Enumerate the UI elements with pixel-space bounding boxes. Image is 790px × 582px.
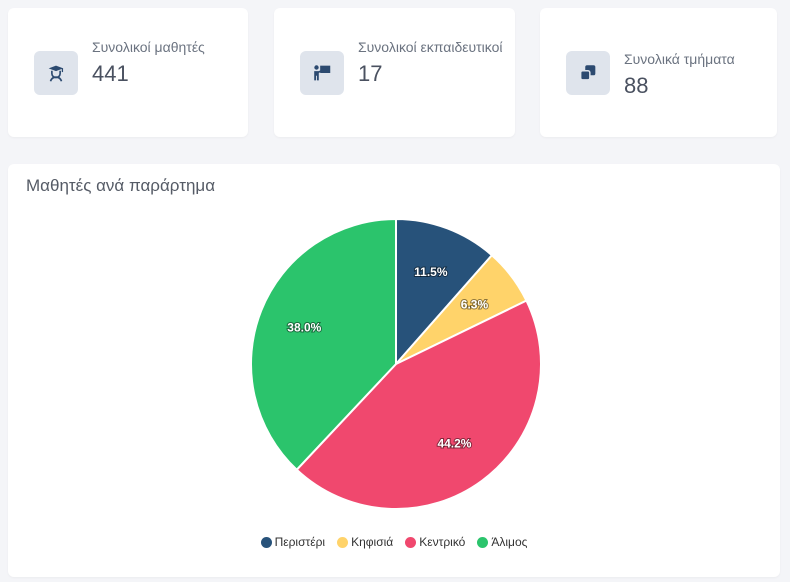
legend-label: Άλιμος bbox=[491, 535, 528, 549]
pie-slice-label: 44.2% bbox=[437, 436, 471, 450]
legend-dot bbox=[337, 536, 349, 548]
stat-value: 88 bbox=[624, 73, 649, 98]
legend-item[interactable]: Κηφισιά bbox=[337, 535, 393, 549]
teacher-board-icon bbox=[300, 51, 344, 95]
pie-slice-label: 38.0% bbox=[287, 321, 321, 335]
stat-label: Συνολικοί εκπαιδευτικοί bbox=[358, 39, 503, 55]
stat-card-students: Συνολικοί μαθητές 441 bbox=[8, 8, 248, 137]
stat-card-teachers: Συνολικοί εκπαιδευτικοί 17 bbox=[274, 8, 515, 137]
pie-slice-3[interactable] bbox=[295, 299, 542, 510]
chart-title: Μαθητές ανά παράρτημα bbox=[26, 176, 216, 195]
pie-slice-label: 6.3% bbox=[461, 297, 489, 311]
legend-label: Περιστέρι bbox=[274, 535, 326, 549]
legend-dot bbox=[260, 536, 272, 548]
legend-item[interactable]: Άλιμος bbox=[477, 535, 527, 549]
legend-label: Κηφισιά bbox=[351, 535, 394, 549]
stat-label: Συνολικά τμήματα bbox=[624, 51, 735, 67]
chart-card: Μαθητές ανά παράρτημα 11.5% 6.3% 44.2% 38.0… bbox=[8, 164, 780, 577]
legend-item[interactable]: Κεντρικό bbox=[405, 535, 465, 549]
pie-slice-4[interactable] bbox=[250, 217, 397, 472]
pie-slice-label: 11.5% bbox=[414, 265, 448, 279]
legend-dot bbox=[477, 536, 489, 548]
pie-chart: 11.5% 6.3% 44.2% 38.0% bbox=[250, 217, 542, 510]
stat-value: 17 bbox=[358, 61, 383, 86]
legend-dot bbox=[405, 536, 417, 548]
stacked-squares-icon bbox=[566, 51, 610, 95]
pie-slice-1[interactable] bbox=[395, 217, 494, 367]
stat-label: Συνολικοί μαθητές bbox=[92, 39, 205, 55]
legend-item[interactable]: Περιστέρι bbox=[260, 535, 326, 549]
chart-legend: Περιστέρι Κηφισιά Κεντρικό Άλιμος bbox=[8, 535, 780, 549]
legend-label: Κεντρικό bbox=[419, 535, 466, 549]
stat-card-classes: Συνολικά τμήματα 88 bbox=[540, 8, 777, 137]
graduation-cap-student-icon bbox=[34, 51, 78, 95]
stat-value: 441 bbox=[92, 61, 129, 86]
